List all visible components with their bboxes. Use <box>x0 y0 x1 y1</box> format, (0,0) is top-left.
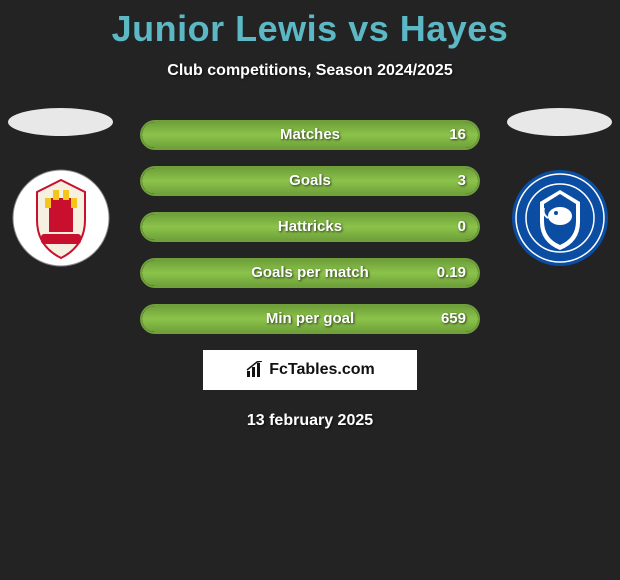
player-right-slot <box>507 108 612 268</box>
page-subtitle: Club competitions, Season 2024/2025 <box>0 62 620 80</box>
stat-label: Hattricks <box>142 214 478 240</box>
page-title: Junior Lewis vs Hayes <box>0 0 620 50</box>
branding-text: FcTables.com <box>269 361 375 379</box>
stat-row: Min per goal 659 <box>140 304 480 334</box>
stat-value: 0.19 <box>437 260 466 286</box>
stevenage-badge-icon <box>11 168 111 268</box>
stat-label: Matches <box>142 122 478 148</box>
stat-label: Goals per match <box>142 260 478 286</box>
date-label: 13 february 2025 <box>0 412 620 430</box>
player-left-avatar-placeholder <box>8 108 113 136</box>
stat-value: 16 <box>449 122 466 148</box>
peterborough-badge-icon <box>510 168 610 268</box>
chart-icon <box>245 361 265 379</box>
stat-row: Hattricks 0 <box>140 212 480 242</box>
comparison-panel: Matches 16 Goals 3 Hattricks 0 Goals per… <box>0 120 620 430</box>
stat-value: 3 <box>458 168 466 194</box>
player-left-slot <box>8 108 113 268</box>
stat-row: Goals 3 <box>140 166 480 196</box>
stat-row: Matches 16 <box>140 120 480 150</box>
stat-value: 0 <box>458 214 466 240</box>
player-right-avatar-placeholder <box>507 108 612 136</box>
stats-list: Matches 16 Goals 3 Hattricks 0 Goals per… <box>140 120 480 334</box>
club-badge-left <box>8 168 113 268</box>
stat-label: Goals <box>142 168 478 194</box>
club-badge-right <box>507 168 612 268</box>
branding-box: FcTables.com <box>203 350 417 390</box>
stat-value: 659 <box>441 306 466 332</box>
stat-row: Goals per match 0.19 <box>140 258 480 288</box>
stat-label: Min per goal <box>142 306 478 332</box>
